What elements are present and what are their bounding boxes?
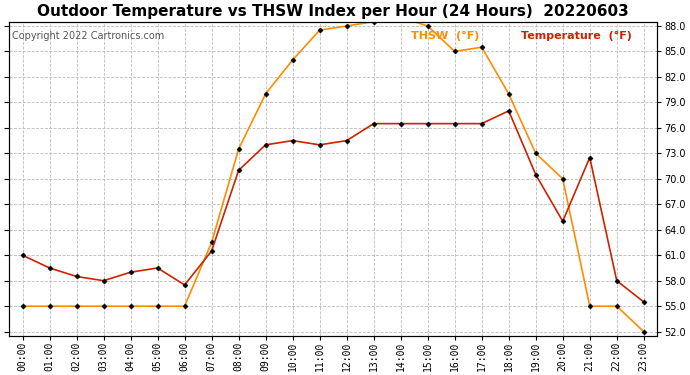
Title: Outdoor Temperature vs THSW Index per Hour (24 Hours)  20220603: Outdoor Temperature vs THSW Index per Ho… — [37, 4, 629, 19]
Text: Copyright 2022 Cartronics.com: Copyright 2022 Cartronics.com — [12, 31, 164, 41]
Text: Temperature  (°F): Temperature (°F) — [521, 31, 632, 41]
Text: THSW  (°F): THSW (°F) — [411, 31, 480, 41]
